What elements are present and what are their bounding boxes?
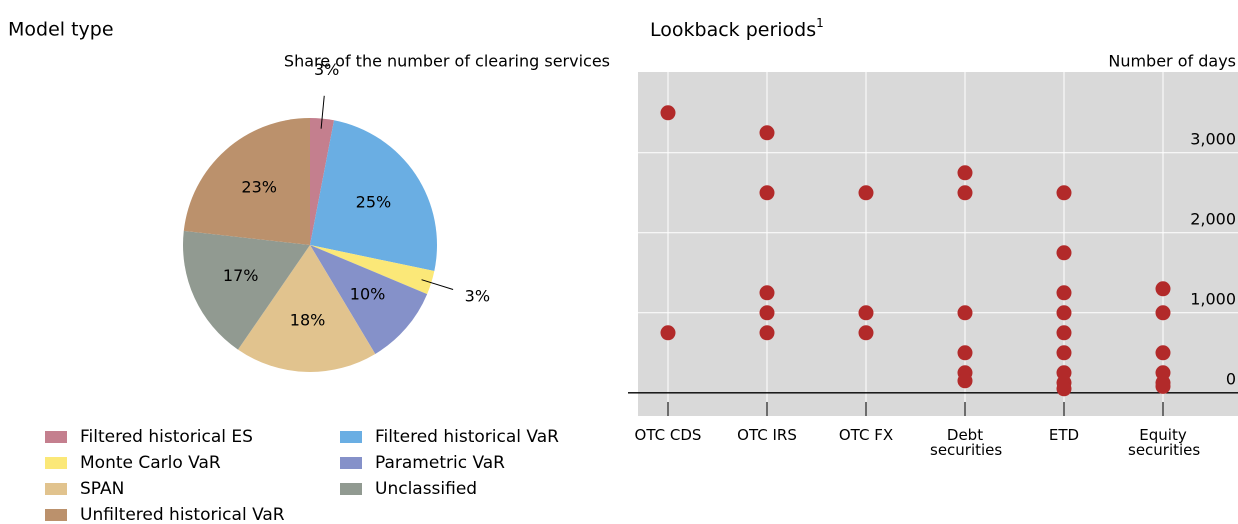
point bbox=[1155, 305, 1171, 321]
point bbox=[1056, 245, 1072, 261]
legend-label: SPAN bbox=[80, 479, 124, 499]
legend-swatch bbox=[45, 483, 67, 495]
data-label: 10% bbox=[350, 284, 386, 303]
legend-label: Monte Carlo VaR bbox=[80, 453, 221, 473]
legend-swatch bbox=[45, 509, 67, 521]
point bbox=[1155, 281, 1171, 297]
x-tick-label: OTC FX bbox=[838, 426, 894, 444]
data-label: 17% bbox=[223, 266, 259, 285]
point bbox=[1056, 381, 1072, 397]
chart-title: Lookback periods1 bbox=[650, 16, 824, 41]
x-tick-label: OTC IRS bbox=[737, 426, 797, 444]
point bbox=[759, 305, 775, 321]
x-tick-label: ETD bbox=[1048, 426, 1080, 444]
point bbox=[660, 105, 676, 121]
point bbox=[957, 185, 973, 201]
legend-label: Filtered historical ES bbox=[80, 427, 253, 447]
point bbox=[1056, 345, 1072, 361]
pie-slice bbox=[183, 118, 310, 245]
point bbox=[759, 185, 775, 201]
data-label: 3% bbox=[465, 287, 490, 306]
point bbox=[858, 305, 874, 321]
legend-swatch bbox=[45, 457, 67, 469]
point bbox=[1056, 305, 1072, 321]
point bbox=[957, 165, 973, 181]
plot-background bbox=[638, 72, 1238, 416]
x-tick-label: OTC CDS bbox=[634, 426, 702, 444]
point bbox=[858, 325, 874, 341]
legend-swatch bbox=[340, 431, 362, 443]
point bbox=[1056, 285, 1072, 301]
legend-label: Unfiltered historical VaR bbox=[80, 505, 285, 524]
y-axis-label: Number of days bbox=[1108, 52, 1236, 71]
leader-line bbox=[421, 279, 454, 290]
point bbox=[957, 373, 973, 389]
legend-swatch bbox=[340, 483, 362, 495]
point bbox=[1155, 378, 1171, 394]
leader-line bbox=[320, 95, 325, 129]
point bbox=[957, 305, 973, 321]
y-tick-label: 3,000 bbox=[1190, 129, 1236, 148]
pie-slice bbox=[237, 245, 376, 372]
chart-title: Model type bbox=[8, 19, 114, 41]
legend-swatch bbox=[45, 431, 67, 443]
point bbox=[759, 285, 775, 301]
data-label: 25% bbox=[356, 192, 392, 211]
point bbox=[1155, 345, 1171, 361]
pie-slice bbox=[310, 245, 435, 295]
legend-label: Parametric VaR bbox=[375, 453, 505, 473]
y-tick-label: 1,000 bbox=[1190, 289, 1236, 308]
pie-slice bbox=[310, 245, 428, 354]
point bbox=[1056, 185, 1072, 201]
x-tick-label: Debt securities bbox=[930, 426, 1003, 459]
title-footnote: 1 bbox=[816, 16, 824, 30]
legend-label: Filtered historical VaR bbox=[375, 427, 559, 447]
point bbox=[858, 185, 874, 201]
y-tick-label: 0 bbox=[1226, 369, 1236, 388]
point bbox=[759, 125, 775, 141]
y-tick-label: 2,000 bbox=[1190, 209, 1236, 228]
point bbox=[957, 345, 973, 361]
point bbox=[759, 325, 775, 341]
chart-subtitle: Share of the number of clearing services bbox=[284, 52, 610, 71]
legend-swatch bbox=[340, 457, 362, 469]
point bbox=[660, 325, 676, 341]
data-label: 3% bbox=[314, 60, 339, 79]
chart-title-text: Lookback periods bbox=[650, 19, 816, 41]
x-tick-label: Equity securities bbox=[1128, 426, 1201, 459]
point bbox=[1056, 325, 1072, 341]
pie-slice bbox=[182, 230, 310, 350]
pie-slice bbox=[310, 120, 437, 272]
pie-slice bbox=[310, 118, 335, 245]
data-label: 18% bbox=[290, 311, 326, 330]
data-label: 23% bbox=[241, 178, 277, 197]
legend-label: Unclassified bbox=[375, 479, 477, 499]
